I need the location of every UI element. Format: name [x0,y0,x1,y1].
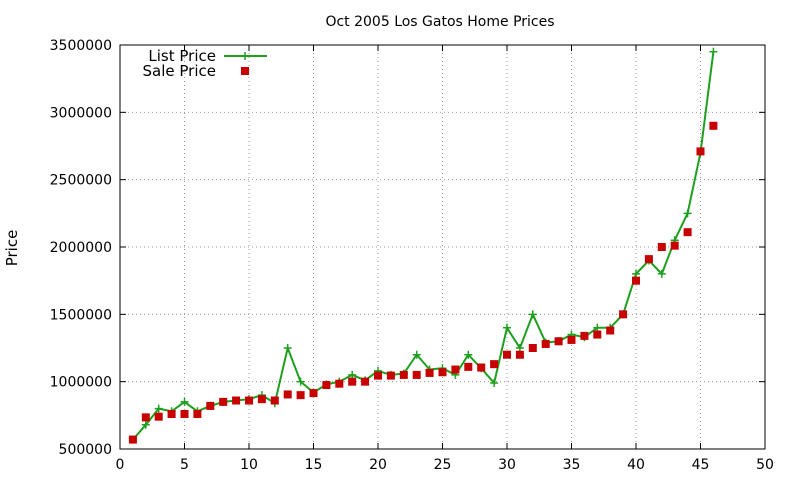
x-axis-ticks: 0 5 10 15 20 25 30 35 40 45 50 [116,45,774,473]
sale-price-point [438,368,447,377]
list-price-point [657,269,666,278]
x-tick-label: 5 [180,457,189,473]
x-tick-label: 30 [498,457,516,473]
sale-price-point [141,413,150,422]
y-tick-label: 3000000 [50,105,112,121]
series-list-price [128,47,718,444]
sale-price-point [528,344,537,352]
sale-price-point [270,396,279,405]
legend-list-price-label: List Price [148,47,216,65]
sale-price-point [554,337,563,346]
sale-price-point [309,389,318,398]
sale-price-point [154,412,163,421]
sale-price-point [245,396,253,405]
sale-price-point [232,396,241,405]
x-tick-label: 50 [756,457,774,473]
sale-price-point [128,435,137,444]
sale-price-point [593,330,602,339]
sale-price-point [296,391,305,400]
chart-title: Oct 2005 Los Gatos Home Prices [325,14,554,30]
y-tick-label: 2000000 [50,240,112,256]
sale-price-point [180,409,189,418]
list-price-point [490,379,499,388]
sale-price-point [167,409,176,418]
sale-price-point [412,370,421,379]
y-tick-label: 500000 [59,442,112,458]
list-price-point [412,350,421,359]
list-price-point [709,47,718,56]
x-tick-label: 20 [369,457,387,473]
sale-price-point [657,243,666,251]
sale-price-point [696,147,705,156]
sale-price-point [632,276,640,285]
list-price-point [348,370,357,379]
sale-price-point [257,395,266,404]
x-tick-label: 40 [627,457,645,473]
sale-price-point [606,326,615,335]
y-tick-label: 1000000 [50,375,112,391]
sale-price-point [451,365,460,374]
list-price-point [283,344,292,352]
sale-price-point [322,381,331,390]
legend-list-price-marker [241,52,249,60]
sale-price-point [374,371,382,380]
list-price-point [180,397,189,406]
sale-price-point [464,362,473,371]
sale-price-point [683,228,692,237]
sale-price-point [193,409,202,418]
sale-price-point [567,335,576,344]
sale-price-point [515,350,524,359]
sale-price-point [425,368,434,377]
sale-price-point [399,370,408,379]
series-sale-price [128,121,718,444]
sale-price-point [386,371,395,380]
list-price-point [528,310,537,319]
x-tick-label: 15 [305,457,323,473]
grid [120,45,765,449]
x-tick-label: 10 [240,457,258,473]
legend-sale-price-marker [241,67,249,75]
list-price-line [132,51,715,441]
sale-price-point [709,121,718,130]
list-price-point [141,420,150,429]
list-price-point [503,323,511,332]
list-price-point [296,377,305,386]
y-tick-label: 2500000 [50,173,112,189]
sale-price-point [580,331,589,340]
legend: List Price Sale Price [143,47,267,80]
y-tick-label: 3500000 [50,38,112,54]
sale-price-point [644,255,653,264]
y-axis-ticks: 500000 1000000 1500000 2000000 2500000 300000… [50,38,765,458]
y-tick-label: 1500000 [50,307,112,323]
sale-price-point [219,397,228,406]
sale-price-point [503,350,511,359]
x-tick-label: 0 [116,457,125,473]
y-axis-label: Price [3,230,21,267]
list-price-point [593,323,602,332]
sale-price-point [490,360,499,369]
sale-price-point [670,241,679,250]
x-tick-label: 25 [434,457,452,473]
x-tick-label: 35 [563,457,581,473]
sale-price-point [619,310,628,319]
sale-price-point [541,339,550,348]
sale-price-point [206,401,215,410]
x-tick-label: 45 [692,457,710,473]
sale-price-point [477,363,486,372]
sale-price-point [348,377,357,386]
sale-price-point [283,390,292,399]
list-price-point [464,350,473,359]
sale-price-point [361,377,370,386]
list-price-point [632,269,640,278]
list-price-point [683,209,692,218]
legend-sale-price-label: Sale Price [143,62,216,80]
list-price-point [154,404,163,413]
sale-price-point [335,379,344,388]
list-price-point [515,344,524,352]
